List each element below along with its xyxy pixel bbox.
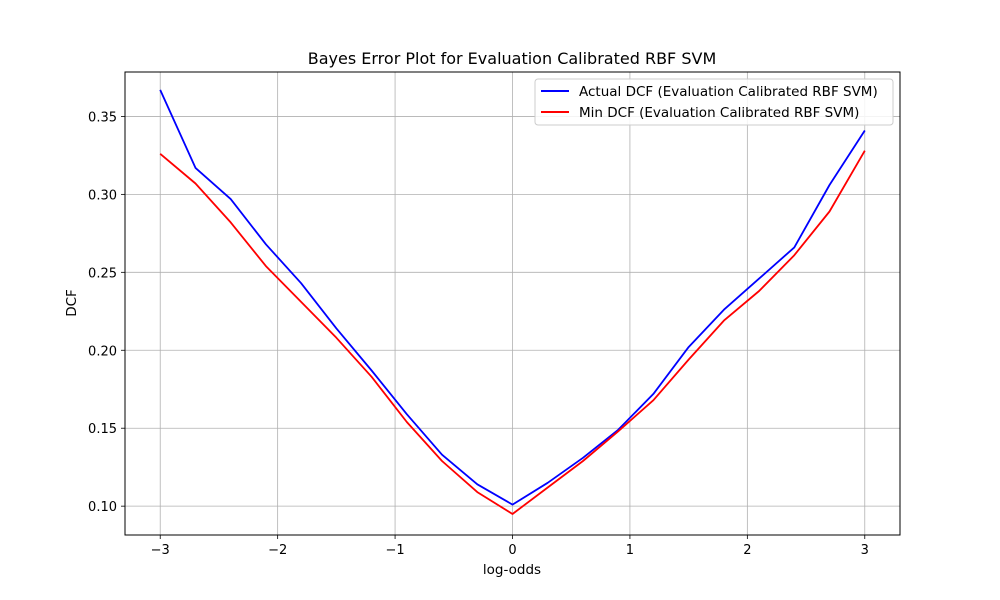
y-tick-label: 0.30 [88,188,117,203]
y-tick-label: 0.10 [88,500,117,515]
x-tick-label: 1 [626,543,634,558]
legend-box [534,78,894,126]
legend-label-actual-dcf: Actual DCF (Evaluation Calibrated RBF SV… [579,84,878,100]
y-axis-label: DCF [64,289,80,317]
y-tick-label: 0.15 [88,422,117,437]
x-tick-label: −1 [385,543,404,558]
series-line-min-dcf [159,150,866,515]
x-tick-label: 3 [861,543,869,558]
series-lines [159,89,866,515]
x-axis-label: log-odds [483,562,541,578]
legend-label-min-dcf: Min DCF (Evaluation Calibrated RBF SVM) [579,105,859,121]
y-axis-ticks: 0.10 0.15 0.20 0.25 0.30 0.35 [88,110,125,515]
x-tick-label: 0 [508,543,516,558]
y-tick-label: 0.25 [88,266,117,281]
x-tick-label: 2 [743,543,751,558]
y-tick-label: 0.20 [88,344,117,359]
y-tick-label: 0.35 [88,110,117,125]
chart-title: Bayes Error Plot for Evaluation Calibrat… [308,49,717,68]
legend: Actual DCF (Evaluation Calibrated RBF SV… [534,78,894,126]
x-tick-label: −3 [151,543,170,558]
series-line-actual-dcf [159,89,866,506]
x-tick-label: −2 [268,543,287,558]
grid-lines [125,72,900,535]
x-axis-ticks: −3 −2 −1 0 1 2 3 [151,535,869,558]
